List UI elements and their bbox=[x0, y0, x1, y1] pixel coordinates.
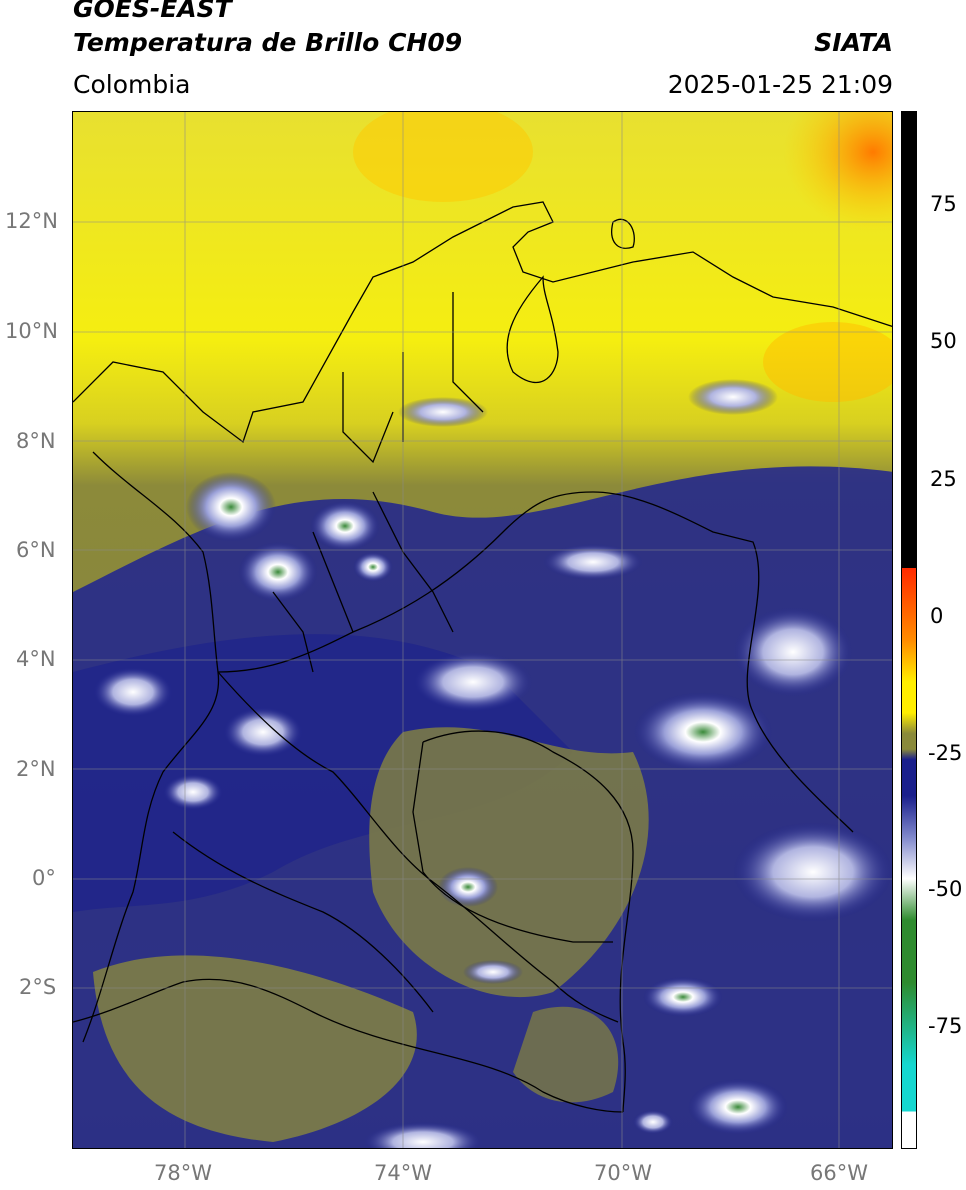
colorbar-tick: -25 bbox=[928, 741, 963, 765]
lon-label: 66°W bbox=[810, 1161, 868, 1185]
colorbar-tick: 0 bbox=[930, 604, 944, 628]
colorbar-tick: -75 bbox=[928, 1014, 963, 1038]
lat-label: 2°N bbox=[16, 757, 56, 781]
brightness-field bbox=[73, 112, 892, 1148]
borders bbox=[73, 201, 892, 1113]
region-label: Colombia bbox=[73, 70, 191, 99]
datetime-label: 2025-01-25 21:09 bbox=[667, 70, 893, 99]
lat-label: 6°N bbox=[16, 538, 56, 562]
org-label: SIATA bbox=[814, 28, 893, 57]
lat-label: 8°N bbox=[16, 429, 56, 453]
lat-label: 12°N bbox=[5, 209, 58, 233]
lon-label: 78°W bbox=[154, 1161, 212, 1185]
lat-label: 10°N bbox=[5, 319, 58, 343]
lat-label: 4°N bbox=[16, 647, 56, 671]
lon-label: 70°W bbox=[594, 1161, 652, 1185]
colorbar-tick: 50 bbox=[930, 329, 957, 353]
graticule bbox=[73, 112, 892, 1148]
lat-label: 2°S bbox=[19, 975, 57, 999]
colorbar-tick: 25 bbox=[930, 467, 957, 491]
lon-label: 74°W bbox=[374, 1161, 432, 1185]
colorbar-tick: 75 bbox=[930, 192, 957, 216]
colorbar-tick: -50 bbox=[928, 877, 963, 901]
title-satellite: GOES-EAST bbox=[73, 0, 232, 23]
satellite-map bbox=[72, 111, 893, 1149]
title-product: Temperatura de Brillo CH09 bbox=[73, 28, 463, 57]
lat-label: 0° bbox=[32, 866, 56, 890]
colorbar bbox=[901, 111, 917, 1149]
